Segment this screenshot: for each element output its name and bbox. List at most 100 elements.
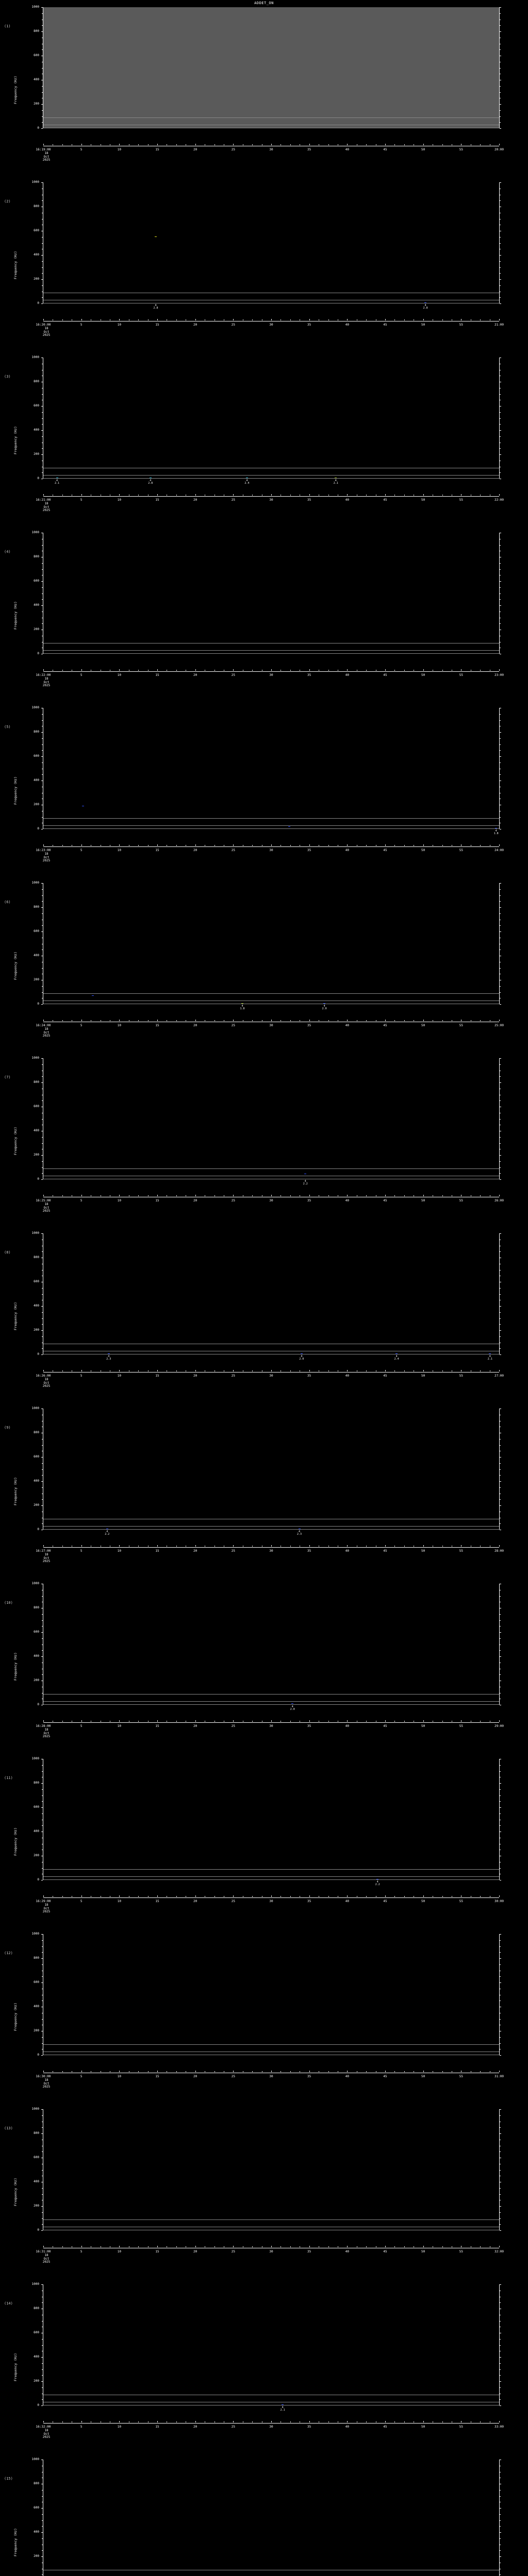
x-tick bbox=[366, 670, 367, 671]
x-axis bbox=[43, 846, 499, 847]
detection-marker[interactable] bbox=[91, 995, 94, 996]
detection-marker[interactable] bbox=[300, 1353, 303, 1354]
y-tick bbox=[42, 1620, 43, 1621]
detection-label: 4 2.0 bbox=[286, 1706, 299, 1711]
x-tick bbox=[280, 2071, 282, 2072]
y-tick bbox=[500, 569, 501, 570]
detection-marker[interactable] bbox=[107, 1353, 110, 1354]
y-tick bbox=[500, 1801, 501, 1802]
detection-code: 4 bbox=[335, 479, 337, 482]
x-tick bbox=[309, 144, 310, 145]
x-tick bbox=[81, 844, 82, 846]
x-tick-label: 15 bbox=[155, 1900, 159, 1903]
detection-marker[interactable] bbox=[282, 2404, 284, 2405]
y-tick-label: 0 bbox=[37, 1878, 39, 1882]
x-tick-label: 50 bbox=[421, 1900, 425, 1903]
plot-area[interactable] bbox=[43, 1058, 499, 1179]
x-tick-label: 40 bbox=[345, 2075, 349, 2078]
y-tick bbox=[500, 1650, 501, 1651]
x-tick bbox=[62, 2246, 63, 2247]
plot-area[interactable] bbox=[43, 2109, 499, 2230]
x-tick-label: 20 bbox=[193, 1374, 197, 1378]
x-tick bbox=[271, 1720, 272, 1722]
y-tick bbox=[500, 2381, 501, 2382]
plot-area[interactable] bbox=[43, 533, 499, 654]
x-tick bbox=[347, 2071, 348, 2072]
detection-marker[interactable] bbox=[155, 236, 157, 238]
y-tick bbox=[500, 1173, 501, 1174]
x-tick-label: 30 bbox=[269, 498, 273, 502]
plot-area[interactable] bbox=[43, 1233, 499, 1354]
x-tick-label: 10 bbox=[117, 1199, 121, 1202]
panel-7: (7) Frequency (Hz) 4 2.2 0 200 400 600 800 1000 16… bbox=[0, 1057, 528, 1233]
x-tick-label: 10 bbox=[117, 1724, 121, 1728]
y-tick bbox=[41, 31, 43, 32]
x-tick-label: 15 bbox=[155, 2075, 159, 2078]
x-tick bbox=[119, 844, 120, 846]
y-axis-right bbox=[499, 2460, 500, 2576]
y-tick-label: 200 bbox=[34, 803, 39, 806]
y-tick bbox=[41, 128, 43, 129]
plot-area[interactable] bbox=[43, 1584, 499, 1705]
x-tick-label: 45 bbox=[383, 1900, 387, 1903]
plot-area[interactable] bbox=[43, 1934, 499, 2055]
detection-marker[interactable] bbox=[291, 1703, 294, 1704]
y-tick bbox=[500, 1614, 501, 1615]
y-tick bbox=[500, 472, 501, 473]
x-tick-label: 50 bbox=[421, 1549, 425, 1553]
x-tick bbox=[119, 2071, 120, 2072]
y-tick bbox=[42, 200, 43, 201]
plot-area[interactable] bbox=[43, 883, 499, 1004]
y-tick bbox=[500, 925, 501, 926]
date-line: 2025 bbox=[42, 2435, 51, 2439]
y-tick bbox=[500, 1940, 501, 1941]
baseline bbox=[43, 1529, 499, 1530]
y-tick-label: 1000 bbox=[31, 531, 39, 534]
x-tick-label: 15 bbox=[155, 2425, 159, 2429]
x-tick bbox=[480, 2246, 481, 2247]
y-tick bbox=[500, 2170, 501, 2171]
y-tick bbox=[42, 2037, 43, 2038]
x-tick-label: 45 bbox=[383, 1199, 387, 1202]
date-stack: 18 Oct 2025 bbox=[36, 327, 57, 337]
x-tick bbox=[385, 2421, 386, 2422]
y-tick-label: 600 bbox=[34, 1455, 39, 1459]
y-tick bbox=[500, 2520, 501, 2521]
plot-area[interactable] bbox=[43, 2460, 499, 2576]
plot-area[interactable] bbox=[43, 182, 499, 303]
plot-area[interactable] bbox=[43, 1409, 499, 1530]
y-tick bbox=[500, 714, 501, 715]
x-tick bbox=[423, 1020, 424, 1021]
y-tick-label: 0 bbox=[37, 1528, 39, 1531]
detection-marker[interactable] bbox=[395, 1353, 398, 1354]
plot-area[interactable] bbox=[43, 708, 499, 829]
detection-code: 4 bbox=[291, 1705, 293, 1708]
x-tick bbox=[423, 1895, 424, 1897]
x-tick-label: 15 bbox=[155, 1549, 159, 1553]
x-tick bbox=[233, 319, 234, 320]
x-tick-label: 35 bbox=[307, 148, 311, 151]
plot-area[interactable] bbox=[43, 7, 499, 128]
detection-marker[interactable] bbox=[489, 1353, 491, 1354]
x-tick-label: 50 bbox=[421, 2250, 425, 2253]
y-tick bbox=[500, 1868, 501, 1869]
x-tick-label: 16:31:00 bbox=[36, 2250, 51, 2253]
x-tick bbox=[233, 144, 234, 145]
y-tick bbox=[500, 738, 501, 739]
plot-area[interactable] bbox=[43, 358, 499, 479]
y-tick bbox=[500, 2550, 501, 2551]
detection-marker[interactable] bbox=[323, 1003, 326, 1004]
x-tick bbox=[385, 2071, 386, 2072]
detection-marker[interactable] bbox=[424, 302, 427, 303]
detection-marker[interactable] bbox=[288, 826, 291, 827]
detection-marker[interactable] bbox=[241, 1003, 243, 1004]
x-tick bbox=[233, 2071, 234, 2072]
y-tick bbox=[500, 1155, 501, 1156]
date-line: 2025 bbox=[42, 859, 51, 862]
plot-area[interactable] bbox=[43, 2284, 499, 2405]
y-axis-label: Frequency (Hz) bbox=[13, 2003, 18, 2031]
plot-area[interactable] bbox=[43, 1759, 499, 1880]
y-tick bbox=[42, 1348, 43, 1349]
panel-12: (12) Frequency (Hz) 0 200 400 600 800 1000 16:30… bbox=[0, 1933, 528, 2109]
x-tick bbox=[404, 670, 405, 671]
